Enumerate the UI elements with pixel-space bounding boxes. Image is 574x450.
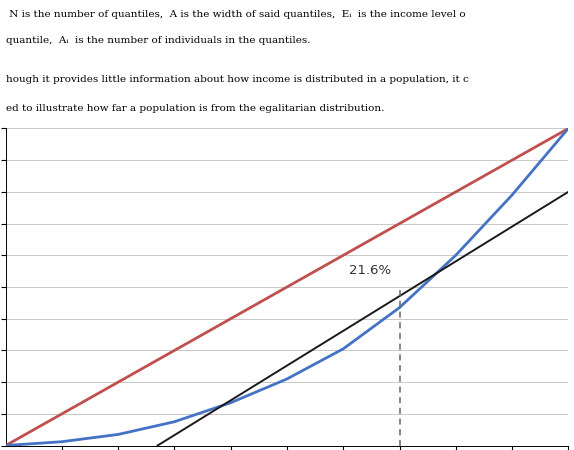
Text: hough it provides little information about how income is distributed in a popula: hough it provides little information abo… [6,75,468,84]
Text: 21.6%: 21.6% [349,265,391,278]
Text: quantile,  Aᵢ  is the number of individuals in the quantiles.: quantile, Aᵢ is the number of individual… [6,36,310,45]
Text: ed to illustrate how far a population is from the egalitarian distribution.: ed to illustrate how far a population is… [6,104,384,113]
Text: N is the number of quantiles,  A is the width of said quantiles,  Eᵢ  is the inc: N is the number of quantiles, A is the w… [6,10,466,19]
